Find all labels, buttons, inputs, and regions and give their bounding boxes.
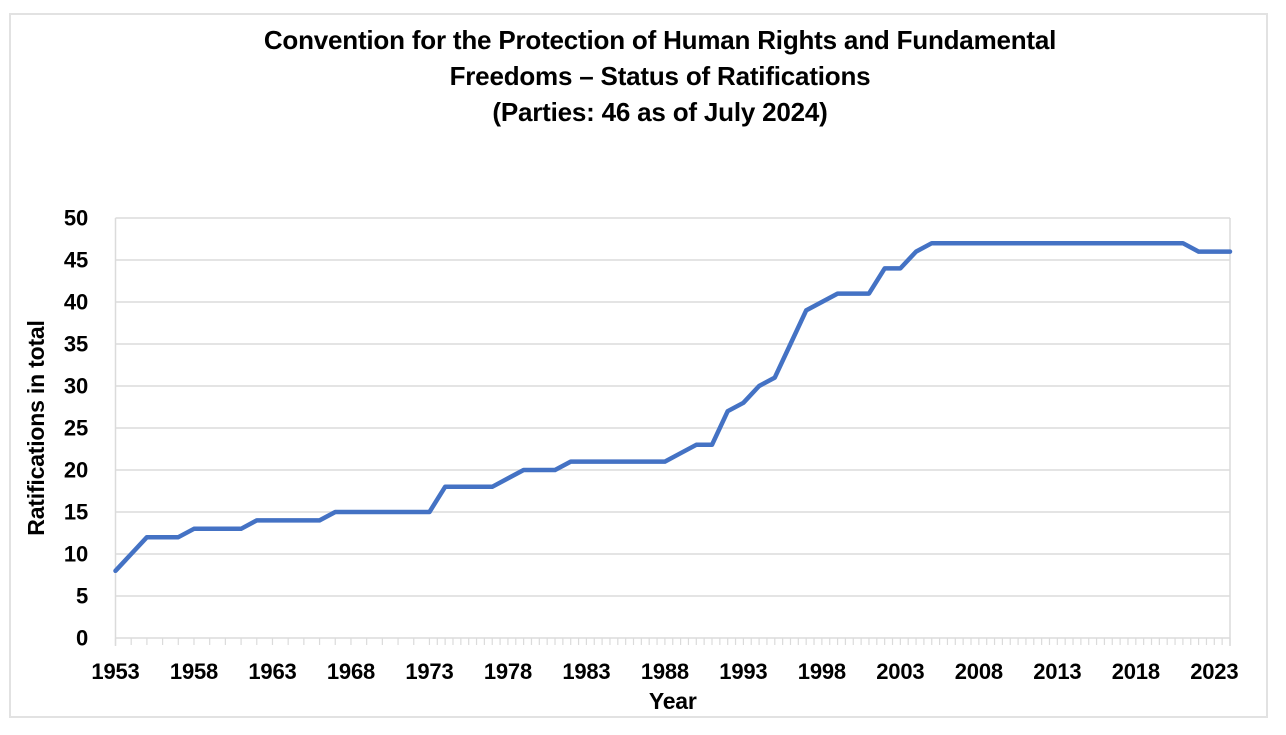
x-tick-label: 2018 [1112, 659, 1160, 684]
x-axis-title: Year [649, 688, 697, 714]
x-tick-label: 1998 [798, 659, 846, 684]
chart-title-line-1: Convention for the Protection of Human R… [263, 25, 1057, 55]
x-tick-label: 1983 [562, 659, 610, 684]
data-line [113, 240, 1233, 574]
chart-title: Convention for the Protection of Human R… [30, 22, 1286, 130]
x-tick-label: 1963 [248, 659, 296, 684]
y-tick-label: 40 [64, 290, 88, 315]
y-tick-label: 45 [64, 248, 88, 273]
x-tick-label: 1973 [405, 659, 453, 684]
x-tick-label: 1953 [91, 659, 139, 684]
y-tick-label: 20 [64, 458, 88, 483]
y-tick-label: 25 [64, 416, 88, 441]
chart-border [9, 13, 1268, 718]
y-tick-label: 10 [64, 542, 88, 567]
chart-title-line-2: Freedoms – Status of Ratifications [449, 61, 871, 91]
x-tick-label: 1958 [170, 659, 218, 684]
y-axis-title: Ratifications in total [23, 320, 49, 535]
y-tick-label: 15 [64, 500, 88, 525]
x-tick-label: 1993 [719, 659, 767, 684]
x-tick-label: 2003 [876, 659, 924, 684]
x-tick-label: 1988 [641, 659, 689, 684]
y-tick-label: 50 [64, 206, 88, 231]
x-axis-tick-labels: 1953 1958 1963 1968 1973 1978 1983 1988 1993 1998… [91, 659, 1238, 684]
y-tick-label: 35 [64, 332, 88, 357]
x-axis-minor-ticks [114, 638, 1231, 645]
x-tick-label: 2023 [1190, 659, 1238, 684]
x-tick-label: 1968 [327, 659, 375, 684]
y-tick-label: 0 [76, 626, 88, 651]
y-tick-label: 5 [76, 584, 88, 609]
y-tick-label: 30 [64, 374, 88, 399]
x-tick-label: 2008 [955, 659, 1003, 684]
y-axis-tick-labels: 0 5 10 15 20 25 30 35 40 45 50 [64, 206, 88, 651]
x-tick-label: 1978 [484, 659, 532, 684]
x-tick-label: 2013 [1033, 659, 1081, 684]
chart-title-line-3: (Parties: 46 as of July 2024) [492, 97, 828, 127]
gridlines [114, 217, 1231, 646]
